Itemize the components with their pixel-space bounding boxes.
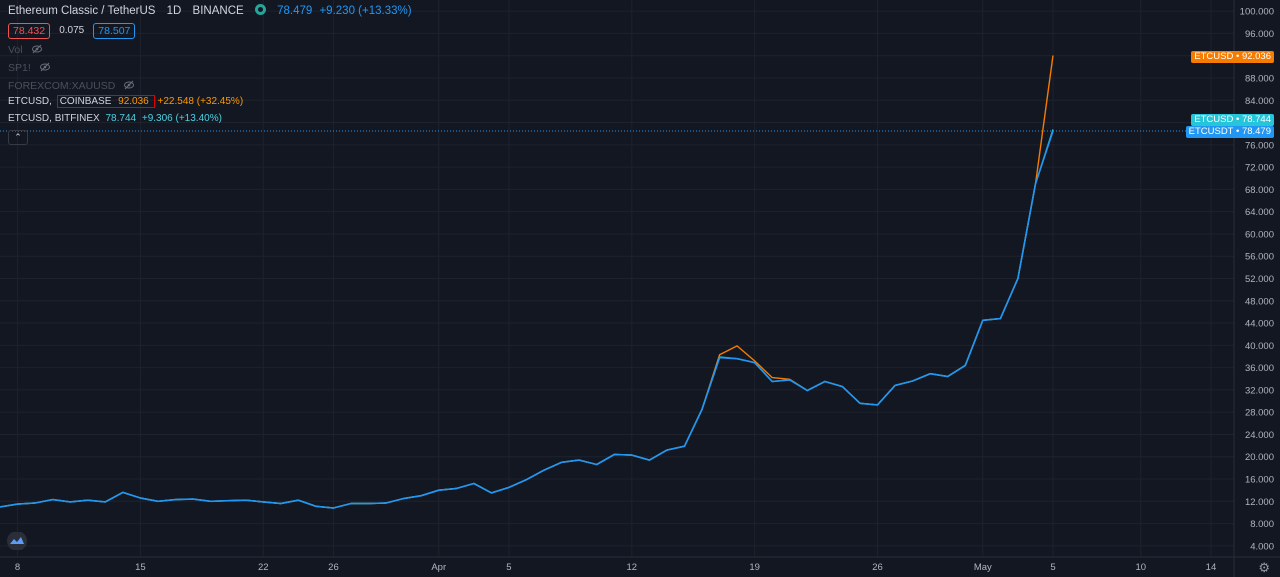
x-tick-label: 26 [328, 562, 339, 573]
compare-exchange: BITFINEX [54, 113, 100, 124]
hidden-eye-icon[interactable] [124, 80, 135, 90]
y-tick-label: 76.000 [1245, 140, 1274, 151]
y-tick-label: 100.000 [1240, 7, 1274, 18]
scale-tag-label: ETCUSDT [1188, 126, 1234, 137]
y-tick-label: 32.000 [1245, 385, 1274, 396]
y-tick-label: 60.000 [1245, 229, 1274, 240]
price-axis[interactable]: 100.00096.00092.00088.00084.00080.00076.… [1233, 0, 1274, 577]
y-tick-label: 4.000 [1250, 541, 1274, 552]
y-tick-label: 12.000 [1245, 497, 1274, 508]
hidden-eye-icon[interactable] [31, 44, 42, 54]
indicator-forex-label: FOREXCOM:XAUUSD [8, 80, 116, 92]
x-tick-label: 19 [749, 562, 760, 573]
compare-symbol: ETCUSD, [8, 96, 52, 107]
series-lines [0, 55, 1054, 509]
y-tick-label: 72.000 [1245, 163, 1274, 174]
y-tick-label: 96.000 [1245, 29, 1274, 40]
series-line-2 [0, 129, 1054, 509]
market-status-icon[interactable] [254, 4, 266, 15]
x-tick-label: 12 [627, 562, 638, 573]
x-tick-label: Apr [431, 562, 446, 573]
x-tick-label: 5 [1050, 562, 1055, 573]
x-tick-label: 26 [872, 562, 883, 573]
y-tick-label: 84.000 [1245, 96, 1274, 107]
x-tick-label: 14 [1206, 562, 1217, 573]
scale-tag-value: 78.479 [1241, 126, 1271, 137]
scale-tag-coinbase: ETCUSD • 92.036 [1191, 51, 1274, 63]
x-tick-label: 5 [506, 562, 511, 573]
y-tick-label: 24.000 [1245, 430, 1274, 441]
y-tick-label: 52.000 [1245, 274, 1274, 285]
interval-label[interactable]: 1D [166, 5, 182, 17]
x-tick-label: 8 [15, 562, 20, 573]
compare-exchange: COINBASE [59, 96, 112, 107]
y-tick-label: 68.000 [1245, 185, 1274, 196]
scale-tag-value: 78.744 [1241, 114, 1271, 125]
y-tick-label: 28.000 [1245, 408, 1274, 419]
scale-tag-binance: ETCUSDT • 78.479 [1185, 126, 1274, 138]
indicator-vol[interactable]: Vol [8, 42, 42, 58]
settings-gear-icon[interactable]: ⚙ [1258, 560, 1270, 575]
hidden-eye-icon[interactable] [39, 62, 50, 72]
x-tick-label: May [974, 562, 992, 573]
price-change: +9.230 (+13.33%) [319, 5, 412, 17]
symbol-title-row[interactable]: Ethereum Classic / TetherUS 1D BINANCE 7… [8, 3, 412, 19]
indicator-sp1-label: SP1! [8, 62, 31, 74]
x-tick-label: 15 [135, 562, 146, 573]
collapse-legend-button[interactable]: ⌃ [8, 130, 28, 145]
y-tick-label: 44.000 [1245, 319, 1274, 330]
compare-price: 92.036 [118, 96, 149, 107]
spread-value: 0.075 [59, 25, 85, 37]
indicator-forex[interactable]: FOREXCOM:XAUUSD [8, 78, 135, 94]
symbol-title[interactable]: Ethereum Classic / TetherUS [8, 5, 156, 17]
x-tick-label: 10 [1135, 562, 1146, 573]
chevron-up-icon: ⌃ [14, 132, 22, 142]
y-tick-label: 16.000 [1245, 475, 1274, 486]
scale-tag-label: ETCUSD [1194, 114, 1234, 125]
last-price: 78.479 [277, 5, 313, 17]
compare-change: +9.306 (+13.40%) [141, 113, 222, 124]
compare-row-bitfinex[interactable]: ETCUSD, BITFINEX 78.744 +9.306 (+13.40%) [8, 111, 222, 127]
y-tick-label: 8.000 [1250, 519, 1274, 530]
compare-symbol: ETCUSD, [8, 113, 52, 124]
compare-price: 78.744 [105, 113, 137, 124]
indicator-vol-label: Vol [8, 44, 23, 56]
y-tick-label: 88.000 [1245, 73, 1274, 84]
tradingview-logo[interactable] [6, 532, 28, 550]
y-tick-label: 48.000 [1245, 296, 1274, 307]
y-tick-label: 64.000 [1245, 207, 1274, 218]
scale-tag-label: ETCUSD [1194, 51, 1234, 62]
exchange-label: BINANCE [192, 5, 244, 17]
sell-button[interactable]: 78.432 [8, 23, 51, 40]
x-tick-label: 22 [258, 562, 269, 573]
highlight-box: COINBASE 92.036 [56, 95, 155, 108]
indicator-sp1[interactable]: SP1! [8, 60, 50, 76]
y-tick-label: 56.000 [1245, 252, 1274, 263]
grid-lines [0, 0, 1234, 557]
series-line-0 [0, 130, 1054, 509]
bid-ask-row: 78.432 0.075 78.507 [8, 23, 136, 40]
y-tick-label: 36.000 [1245, 363, 1274, 374]
y-tick-label: 20.000 [1245, 452, 1274, 463]
time-axis[interactable]: 8 15 22 26 Apr 5 12 19 26 May 5 10 14 [0, 556, 1280, 573]
y-tick-label: 40.000 [1245, 341, 1274, 352]
compare-change: +22.548 (+32.45%) [157, 96, 244, 107]
scale-tag-bitfinex: ETCUSD • 78.744 [1191, 114, 1274, 126]
scale-tag-value: 92.036 [1241, 51, 1271, 62]
compare-row-coinbase[interactable]: ETCUSD, COINBASE 92.036 +22.548 (+32.45%… [8, 94, 243, 110]
buy-button[interactable]: 78.507 [93, 23, 136, 40]
